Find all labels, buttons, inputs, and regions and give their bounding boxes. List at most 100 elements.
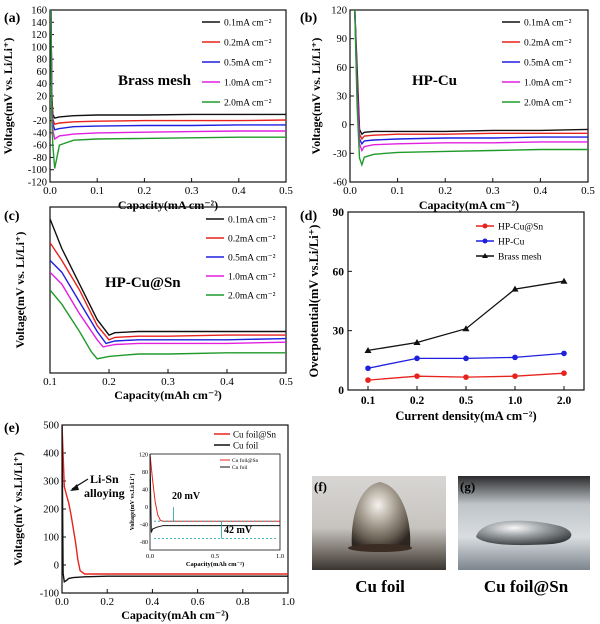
chart-a-legend-label-2: 0.5mA cm⁻² [224, 59, 272, 69]
chart-c-x-tick-label: 0.4 [220, 376, 234, 388]
chart-d-x-tick-label: 0.5 [459, 395, 474, 407]
photo-panel-f: (f) Cu foil [312, 476, 446, 596]
chart-b-legend-label-2: 0.5mA cm⁻² [524, 59, 572, 69]
chart-d-point-1-0 [365, 365, 371, 372]
panel-label-e: (e) [4, 421, 20, 436]
chart-d-point-1-3 [512, 354, 518, 361]
chart-d-x-tick-label: 1.0 [508, 395, 523, 407]
chart-c-x-tick-label: 0.1 [43, 376, 57, 388]
chart-e-inset-y-tick-label: 0 [145, 505, 148, 511]
chart-d-y-tick-label: 90 [333, 207, 345, 219]
chart-c-series-line-0 [50, 218, 286, 336]
chart-d-point-1-1 [414, 355, 420, 362]
chart-e-y-tick-label: 200 [43, 505, 59, 516]
chart-d-legend-marker-2 [482, 253, 488, 258]
chart-b-y-tick-label: -60 [333, 178, 347, 189]
chart-e-inset-y-tick-label: 80 [142, 470, 148, 476]
chart-d-x-axis-label: Current density(mA cm⁻²) [395, 409, 536, 423]
chart-e-inset-x-tick-label: 0.5 [211, 553, 219, 560]
chart-b-series-line-2 [354, 10, 588, 146]
chart-c-series-line-2 [50, 259, 286, 345]
chart-a-legend-label-3: 1.0mA cm⁻² [224, 79, 272, 89]
chart-d-y-tick-label: 60 [333, 266, 345, 278]
chart-e-series-line-1 [62, 425, 288, 583]
chart-c-x-axis-label: Capacity(mAh cm⁻²) [114, 388, 222, 402]
chart-d-legend-label-0: HP-Cu@Sn [498, 223, 543, 233]
chart-e-inset-legend-label-0: Cu foil@Sn [232, 457, 259, 464]
chart-e-y-tick-label: 100 [43, 533, 59, 544]
chart-e-inset-x-tick-label: 0.0 [146, 553, 154, 560]
chart-e-x-tick-label: 0.2 [100, 596, 114, 608]
chart-c-legend-label-1: 0.2mA cm⁻² [228, 235, 276, 245]
chart-b-legend-label-1: 0.2mA cm⁻² [524, 39, 572, 49]
chart-a-y-tick-label: 80 [37, 55, 48, 66]
panel-label-c: (c) [4, 209, 20, 224]
chart-e-x-axis-label: Capacity(mAh cm⁻²) [121, 608, 229, 622]
chart-a-legend-label-0: 0.1mA cm⁻² [224, 19, 272, 29]
chart-e-x-tick-label: 1.0 [281, 596, 295, 608]
chart-c-x-tick-label: 0.5 [279, 376, 293, 388]
chart-b-x-tick-label: 0.2 [438, 185, 452, 197]
chart-a-y-tick-label: 20 [37, 92, 48, 103]
chart-e-y-tick-label: 400 [43, 449, 59, 460]
chart-e-inset-y-tick-label: -40 [140, 522, 148, 528]
chart-a-series-line-4 [50, 10, 286, 169]
chart-d-point-0-1 [414, 373, 420, 379]
chart-a-y-tick-label: 100 [31, 42, 47, 53]
chart-b-plot-frame [349, 9, 589, 183]
chart-b-y-tick-label: 0 [342, 120, 347, 131]
chart-d-point-0-4 [561, 370, 567, 376]
chart-d-y-tick-label: 0 [338, 385, 344, 397]
chart-a-y-tick-label: -120 [28, 178, 47, 189]
chart-a-legend-label-1: 0.2mA cm⁻² [224, 39, 272, 49]
chart-a-y-tick-label: 40 [37, 79, 48, 90]
chart-e-inset-x-tick-label: 1.0 [276, 553, 284, 560]
chart-a-plot-frame [49, 9, 287, 183]
annotation-hp-cu-sn: HP-Cu@Sn [105, 275, 181, 291]
chart-d-point-0-0 [365, 377, 371, 383]
chart-a-x-tick-label: 0.1 [90, 185, 104, 197]
chart-d-point-2-0 [364, 346, 372, 353]
chart-b-x-tick-label: 0.3 [486, 185, 500, 197]
panel-label-b: (b) [300, 11, 317, 26]
chart-a-x-tick-label: 0.0 [43, 185, 57, 197]
chart-d-x-tick-label: 0.2 [410, 395, 425, 407]
caption-cu-foil: Cu foil [355, 577, 405, 596]
chart-d-x-tick-label: 2.0 [557, 395, 572, 407]
chart-b-legend-label-0: 0.1mA cm⁻² [524, 19, 572, 29]
chart-a-y-tick-label: 0 [42, 104, 47, 115]
chart-d-point-1-4 [561, 350, 567, 357]
chart-c-x-tick-label: 0.2 [102, 376, 116, 388]
chart-e-inset-annotation-20mv: 20 mV [172, 491, 201, 502]
chart-d-point-1-2 [463, 355, 469, 362]
chart-c-legend-label-3: 1.0mA cm⁻² [228, 273, 276, 283]
chart-d-legend-label-2: Brass mesh [498, 253, 542, 263]
chart-a-y-tick-label: -40 [33, 128, 47, 139]
chart-e-x-tick-label: 0.8 [236, 596, 250, 608]
charts-layer: 0.0 0.1 0.2 0.3 0.4 0.5-120-100-80-60-40-2002… [1, 6, 595, 623]
chart-a-x-tick-label: 0.4 [232, 185, 246, 197]
chart-b-series-line-4 [354, 10, 588, 167]
chart-c-series-line-3 [50, 271, 286, 348]
chart-a-y-tick-label: -100 [28, 165, 47, 176]
chart-e-inset-x-axis-label: Capacity(mAh cm⁻²) [186, 561, 244, 568]
chart-c-x-tick-label: 0.3 [161, 376, 175, 388]
chart-e-inset-series-black [149, 453, 280, 533]
chart-b-x-tick-label: 0.5 [581, 185, 595, 197]
annotation-brass-mesh: Brass mesh [118, 73, 192, 89]
chart-d-plot-frame [347, 211, 585, 391]
chart-b-y-axis-label: Voltage(mV vs. Li/Li⁺) [309, 38, 323, 155]
chart-c-legend-label-4: 2.0mA cm⁻² [228, 292, 276, 302]
chart-c-y-axis-label: Voltage(mV vs. Li/Li⁺) [13, 232, 27, 349]
chart-c-series-line-4 [50, 289, 286, 360]
chart-a-y-tick-label: 120 [31, 30, 47, 41]
chart-e-x-tick-label: 0.4 [146, 596, 160, 608]
chart-e-annotation-line2: alloying [84, 486, 125, 500]
chart-b-y-tick-label: 120 [331, 6, 347, 17]
chart-b-legend-label-3: 1.0mA cm⁻² [524, 79, 572, 89]
chart-b-y-tick-label: 60 [337, 63, 348, 74]
chart-d-series-line-2 [367, 280, 565, 352]
caption-cu-foil-sn: Cu foil@Sn [484, 577, 569, 596]
panel-label-f: (f) [314, 479, 327, 494]
